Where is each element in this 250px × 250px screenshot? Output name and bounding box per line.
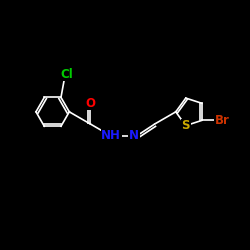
Text: NH: NH [101, 130, 121, 142]
Text: O: O [85, 97, 95, 110]
Text: S: S [182, 119, 190, 132]
Text: Cl: Cl [61, 68, 74, 80]
Text: N: N [129, 130, 139, 142]
Text: Br: Br [215, 114, 230, 127]
